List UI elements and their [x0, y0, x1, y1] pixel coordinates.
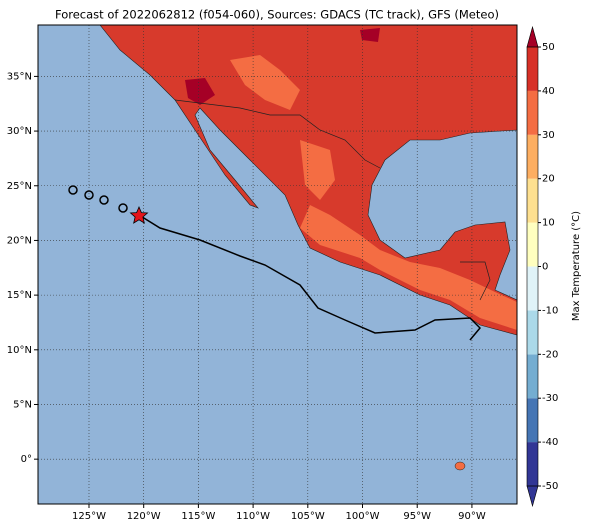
colorbar-tick-label: -50 [542, 481, 558, 492]
warm-region [230, 55, 300, 110]
y-tick-label: 20°N [7, 235, 32, 246]
x-tick-label: 125°W [72, 511, 106, 522]
y-tick-label: 5°N [13, 399, 32, 410]
y-tick-label: 10°N [7, 345, 32, 356]
warm-region [300, 140, 335, 200]
colorbar-label: Max Temperature (°C) [571, 211, 582, 321]
hot-region [185, 78, 215, 105]
y-tick-label: 15°N [7, 290, 32, 301]
warm-region [300, 205, 517, 330]
colorbar-tick-label: 20 [542, 174, 555, 185]
x-tick-label: 110°W [236, 511, 270, 522]
colorbar-band [527, 266, 538, 311]
colorbar-band [527, 90, 538, 135]
colorbar-tick-label: 0 [542, 262, 548, 273]
colorbar-band [527, 442, 538, 486]
title: Forecast of 2022062812 (f054-060), Sourc… [55, 8, 499, 22]
colorbar-tick-label: -20 [542, 349, 558, 360]
y-tick-label: 25°N [7, 181, 32, 192]
x-tick-label: 100°W [346, 511, 380, 522]
colorbar-tick-label: 10 [542, 218, 555, 229]
y-tick-label: 30°N [7, 126, 32, 137]
track-line [138, 214, 482, 341]
x-tick-label: 105°W [291, 511, 325, 522]
colorbar-extend [526, 25, 539, 48]
colorbar-band [527, 310, 538, 355]
x-tick-label: 115°W [181, 511, 215, 522]
colorbar-tick-label: -30 [542, 393, 558, 404]
hot-region [360, 28, 380, 42]
grid [38, 25, 517, 504]
island [454, 461, 466, 471]
y-tick-label: 35°N [7, 71, 32, 82]
colorbar-tick-label: -10 [542, 305, 558, 316]
colorbar-band [527, 398, 538, 443]
colorbar-band [527, 178, 538, 223]
colorbar-band [527, 222, 538, 267]
border [174, 99, 381, 169]
colorbar-band [527, 47, 538, 91]
y-tick-label: 0° [21, 454, 32, 465]
colorbar-tick-label: 40 [542, 86, 555, 97]
track-point [84, 190, 94, 200]
storm-track [68, 185, 482, 341]
colorbar-tick-label: 30 [542, 130, 555, 141]
colorbar-band [527, 354, 538, 399]
x-tick-label: 90°W [458, 511, 486, 522]
border [460, 261, 491, 301]
track-point [118, 203, 128, 213]
current-position [129, 205, 149, 224]
x-tick-label: 95°W [403, 511, 431, 522]
colorbar-band [527, 134, 538, 179]
track-point [68, 185, 78, 195]
track-point [99, 195, 109, 205]
x-tick-label: 120°W [127, 511, 161, 522]
colorbar-tick-label: -40 [542, 437, 558, 448]
colorbar-tick-label: 50 [542, 42, 555, 53]
colorbar: -50 -40 -30 -20 -10 0 10 20 30 40 50 [526, 25, 558, 508]
colorbar-extend [526, 485, 539, 508]
map-area [37, 24, 518, 505]
frame [37, 24, 518, 505]
